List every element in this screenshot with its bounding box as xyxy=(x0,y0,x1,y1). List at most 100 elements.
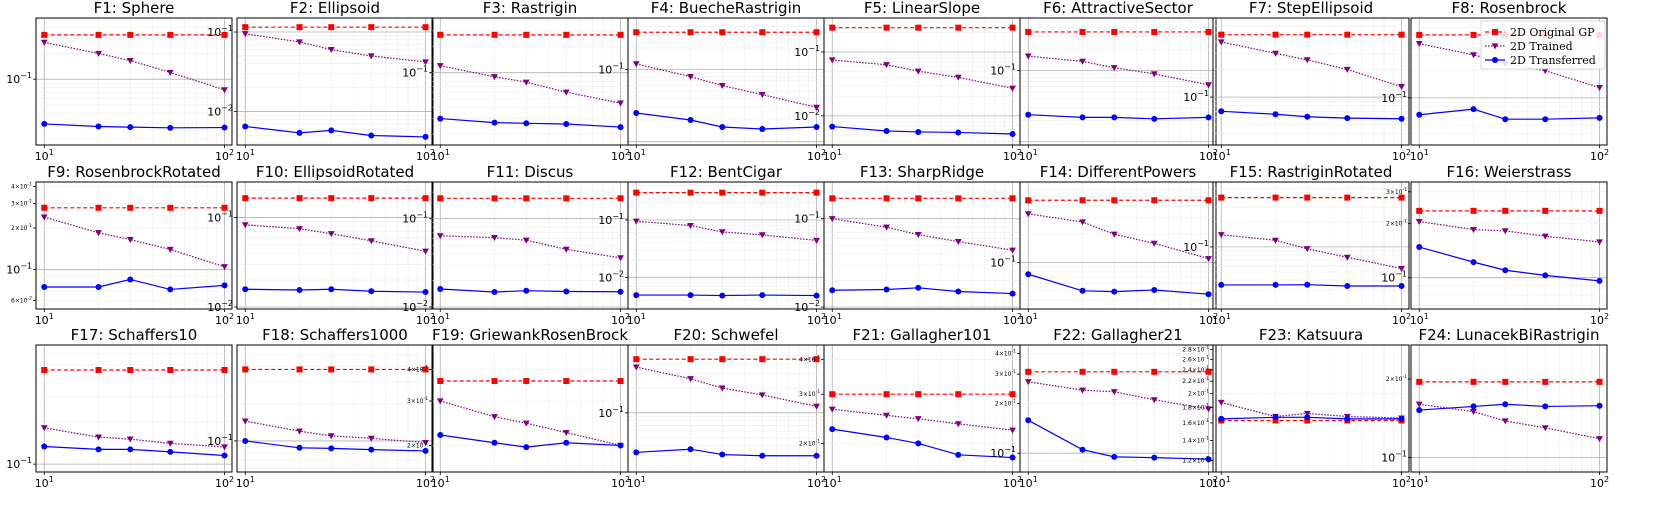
data-point xyxy=(126,236,134,243)
x-tick-label: 101 xyxy=(1212,475,1231,490)
data-point xyxy=(1079,287,1086,294)
data-point xyxy=(915,195,922,202)
x-tick-label: 101 xyxy=(1019,475,1038,490)
series-line xyxy=(1221,416,1402,420)
data-point xyxy=(221,31,228,38)
data-point xyxy=(1272,31,1279,38)
series-line xyxy=(832,59,1013,89)
y-tick-label: 10−1 xyxy=(1381,450,1407,465)
data-point xyxy=(883,286,890,293)
data-point xyxy=(522,420,530,427)
data-point xyxy=(95,434,102,441)
data-point xyxy=(883,62,890,69)
data-point xyxy=(1541,233,1549,240)
data-point xyxy=(1596,207,1603,214)
data-point xyxy=(1151,368,1158,375)
data-point xyxy=(166,246,174,253)
x-tick-label: 102 xyxy=(1003,475,1022,490)
data-point xyxy=(328,366,335,373)
x-tick-label: 102 xyxy=(1392,148,1411,163)
data-point xyxy=(617,288,624,295)
data-point xyxy=(915,391,922,398)
data-point xyxy=(422,248,429,255)
data-point xyxy=(719,189,726,196)
data-point xyxy=(126,436,134,443)
x-tick-label: 101 xyxy=(1019,148,1038,163)
data-point xyxy=(632,364,640,371)
y-tick-label: 10−1 xyxy=(207,210,233,225)
data-point xyxy=(328,286,335,293)
data-point xyxy=(1502,267,1509,274)
series-line xyxy=(245,420,426,444)
y-tick-label: 1.4×10-1 xyxy=(1182,435,1209,444)
x-tick-label: 102 xyxy=(1199,475,1218,490)
data-point xyxy=(1009,195,1016,202)
x-tick-label: 101 xyxy=(1212,312,1231,327)
panel-title: F13: SharpRidge xyxy=(860,163,984,181)
series-line xyxy=(245,33,426,63)
data-point xyxy=(1218,194,1225,201)
data-point xyxy=(1205,197,1212,204)
y-tick-label: 10−1 xyxy=(402,65,428,80)
data-point xyxy=(242,123,249,130)
data-point xyxy=(617,100,624,107)
axes-frame xyxy=(35,344,233,473)
y-tick-label: 3×10-1 xyxy=(799,389,820,398)
x-tick-label: 101 xyxy=(1019,312,1038,327)
data-point xyxy=(296,39,303,46)
data-point xyxy=(491,195,498,202)
data-point xyxy=(563,121,570,128)
data-point xyxy=(221,452,228,459)
data-point xyxy=(327,231,335,238)
y-tick-label: 10−2 xyxy=(598,269,624,284)
data-point xyxy=(167,204,174,211)
data-point xyxy=(1151,197,1158,204)
data-point xyxy=(422,439,429,446)
data-point xyxy=(813,292,820,299)
legend-marker xyxy=(1491,43,1499,50)
data-point xyxy=(718,83,726,90)
y-tick-label: 10−1 xyxy=(207,24,233,39)
data-point xyxy=(1009,290,1016,297)
data-point xyxy=(296,444,303,451)
data-point xyxy=(367,53,375,60)
data-point xyxy=(296,129,303,136)
data-point xyxy=(1151,115,1158,122)
data-point xyxy=(368,132,375,139)
data-point xyxy=(1596,402,1603,409)
data-point xyxy=(437,31,444,38)
data-point xyxy=(242,195,249,202)
x-tick-label: 102 xyxy=(215,312,234,327)
data-point xyxy=(328,127,335,134)
y-tick-label: 10−1 xyxy=(6,456,32,471)
data-point xyxy=(1218,415,1225,422)
data-point xyxy=(1470,378,1477,385)
data-point xyxy=(368,24,375,31)
axes-frame xyxy=(236,344,434,473)
data-point xyxy=(1111,453,1118,460)
data-point xyxy=(296,366,303,373)
data-point xyxy=(127,31,134,38)
x-tick-label: 102 xyxy=(1590,148,1609,163)
panel-title: F7: StepEllipsoid xyxy=(1249,0,1373,17)
data-point xyxy=(1218,281,1225,288)
data-point xyxy=(95,367,102,374)
data-point xyxy=(1205,114,1212,121)
x-tick-label: 101 xyxy=(1410,148,1429,163)
data-point xyxy=(328,445,335,452)
data-point xyxy=(719,451,726,458)
x-tick-label: 102 xyxy=(1590,475,1609,490)
data-point xyxy=(633,29,640,36)
data-point xyxy=(1025,417,1032,424)
series-line xyxy=(1028,114,1209,120)
data-point xyxy=(617,124,624,131)
data-point xyxy=(242,437,249,444)
data-point xyxy=(242,286,249,293)
